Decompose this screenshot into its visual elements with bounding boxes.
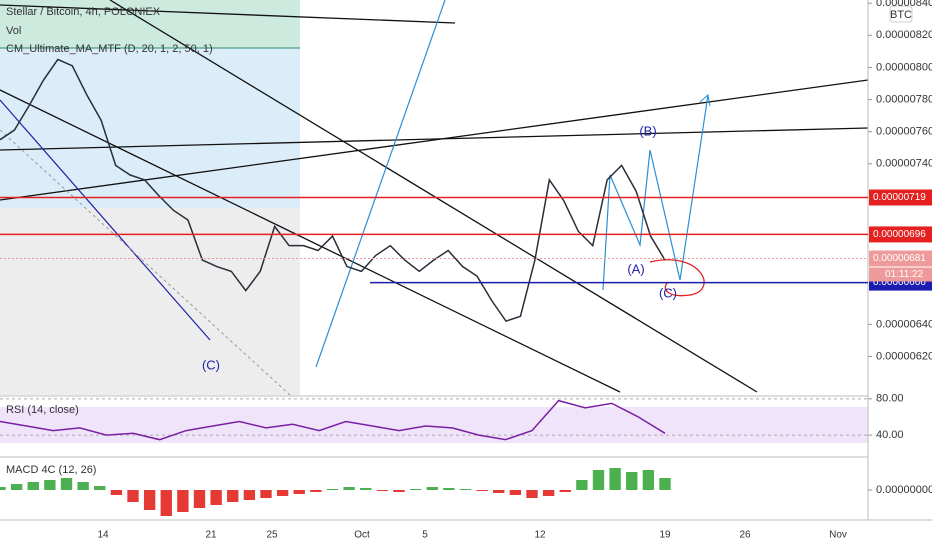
- indicator-label: Vol: [6, 25, 21, 37]
- arrow: [315, 0, 446, 368]
- histogram-bar: [44, 480, 56, 490]
- trendline: [0, 99, 211, 341]
- y-tick-label: 40.00: [876, 429, 904, 441]
- indicator-label: RSI (14, close): [6, 404, 79, 416]
- y-tick-label: 0.00000760: [876, 126, 932, 138]
- histogram-bar: [143, 490, 156, 510]
- zone: [0, 208, 300, 395]
- histogram-bar: [493, 490, 505, 493]
- circle-mark: [649, 259, 705, 297]
- histogram-bar: [509, 490, 522, 495]
- wave-label: (A): [627, 261, 644, 276]
- chart-title: Stellar / Bitcoin, 4h, POLONIEX: [6, 6, 161, 18]
- histogram-bar: [210, 490, 222, 505]
- trendline: [0, 4, 456, 24]
- price-tag: [869, 226, 932, 243]
- arrow-head: [699, 94, 711, 107]
- trendline: [109, 0, 758, 393]
- x-tick-label: Nov: [829, 530, 847, 541]
- histogram-bar: [626, 472, 638, 490]
- histogram-bar: [559, 490, 571, 492]
- histogram-bar: [542, 490, 555, 496]
- rsi-band: [0, 407, 868, 443]
- price-tag-label: 0.00000666: [873, 277, 926, 288]
- histogram-bar: [609, 468, 621, 490]
- y-tick-label: 0.00000780: [876, 93, 932, 105]
- y-tick-label: 0.00000640: [876, 318, 932, 330]
- unit-box: [889, 5, 913, 23]
- indicator-label: CM_Ultimate_MA_MTF (D, 20, 1, 2, 50, 1): [6, 43, 213, 55]
- histogram-bar: [459, 489, 472, 490]
- histogram-bar: [360, 488, 372, 490]
- histogram-bar: [526, 490, 538, 498]
- x-tick-label: 5: [422, 530, 428, 541]
- price-tag-label: 0.00000719: [873, 192, 926, 203]
- wave-label: (B): [639, 123, 656, 138]
- histogram-bar: [393, 490, 405, 492]
- y-tick-label: 0.00000820: [876, 29, 932, 41]
- histogram-bar: [243, 490, 256, 500]
- histogram-bar: [60, 478, 73, 490]
- zone: [0, 48, 300, 208]
- price-tag: [869, 250, 932, 267]
- y-tick-label: 80.00: [876, 393, 904, 405]
- price-tag: [869, 189, 932, 206]
- x-tick-label: 12: [534, 530, 546, 541]
- histogram-bar: [193, 490, 206, 508]
- y-tick-label: 0.00000740: [876, 158, 932, 170]
- histogram-bar: [177, 490, 189, 512]
- histogram-bar: [94, 486, 106, 490]
- histogram-bar: [260, 490, 272, 498]
- histogram-bar: [443, 488, 455, 490]
- histogram-bar: [110, 490, 123, 495]
- histogram-bar: [293, 490, 305, 494]
- histogram-bar: [27, 482, 39, 490]
- histogram-bar: [0, 487, 6, 490]
- trendline: [0, 127, 869, 151]
- trendline: [0, 89, 621, 393]
- price-tag-label: 0.00000696: [873, 229, 926, 240]
- histogram-bar: [476, 490, 488, 491]
- histogram-bar: [642, 470, 655, 490]
- y-tick-label: 0.00000800: [876, 61, 932, 73]
- histogram-bar: [409, 489, 422, 490]
- histogram-bar: [343, 487, 355, 490]
- histogram-bar: [276, 490, 289, 496]
- x-tick-label: 21: [205, 530, 217, 541]
- x-tick-label: 14: [97, 530, 109, 541]
- histogram-bar: [326, 489, 339, 490]
- price-line: [0, 58, 666, 323]
- y-tick-label: 0.00000000: [876, 484, 932, 496]
- wave-label: (C): [202, 357, 220, 372]
- y-tick-label: 0.00000840: [876, 0, 932, 9]
- indicator-label: MACD 4C (12, 26): [6, 464, 96, 476]
- x-tick-label: 25: [266, 530, 278, 541]
- histogram-bar: [310, 490, 322, 492]
- x-tick-label: 26: [739, 530, 751, 541]
- histogram-bar: [160, 490, 172, 516]
- histogram-bar: [376, 490, 389, 491]
- wave-label: (C): [659, 285, 677, 300]
- x-tick-label: 19: [659, 530, 671, 541]
- histogram-bar: [10, 484, 23, 490]
- histogram-bar: [592, 470, 605, 490]
- histogram-bar: [659, 478, 671, 490]
- price-line: [0, 399, 666, 441]
- countdown-tag: [869, 267, 932, 282]
- price-tag-label: 0.00000681: [873, 253, 926, 264]
- x-tick-label: Oct: [354, 530, 370, 541]
- y-tick-label: 0.00000620: [876, 350, 932, 362]
- countdown: 01:11:22: [885, 269, 924, 280]
- histogram-bar: [227, 490, 239, 502]
- histogram-bar: [127, 490, 139, 502]
- unit-label: BTC: [890, 9, 912, 21]
- histogram-bar: [77, 482, 89, 490]
- histogram-bar: [426, 487, 438, 490]
- histogram-bar: [576, 480, 588, 490]
